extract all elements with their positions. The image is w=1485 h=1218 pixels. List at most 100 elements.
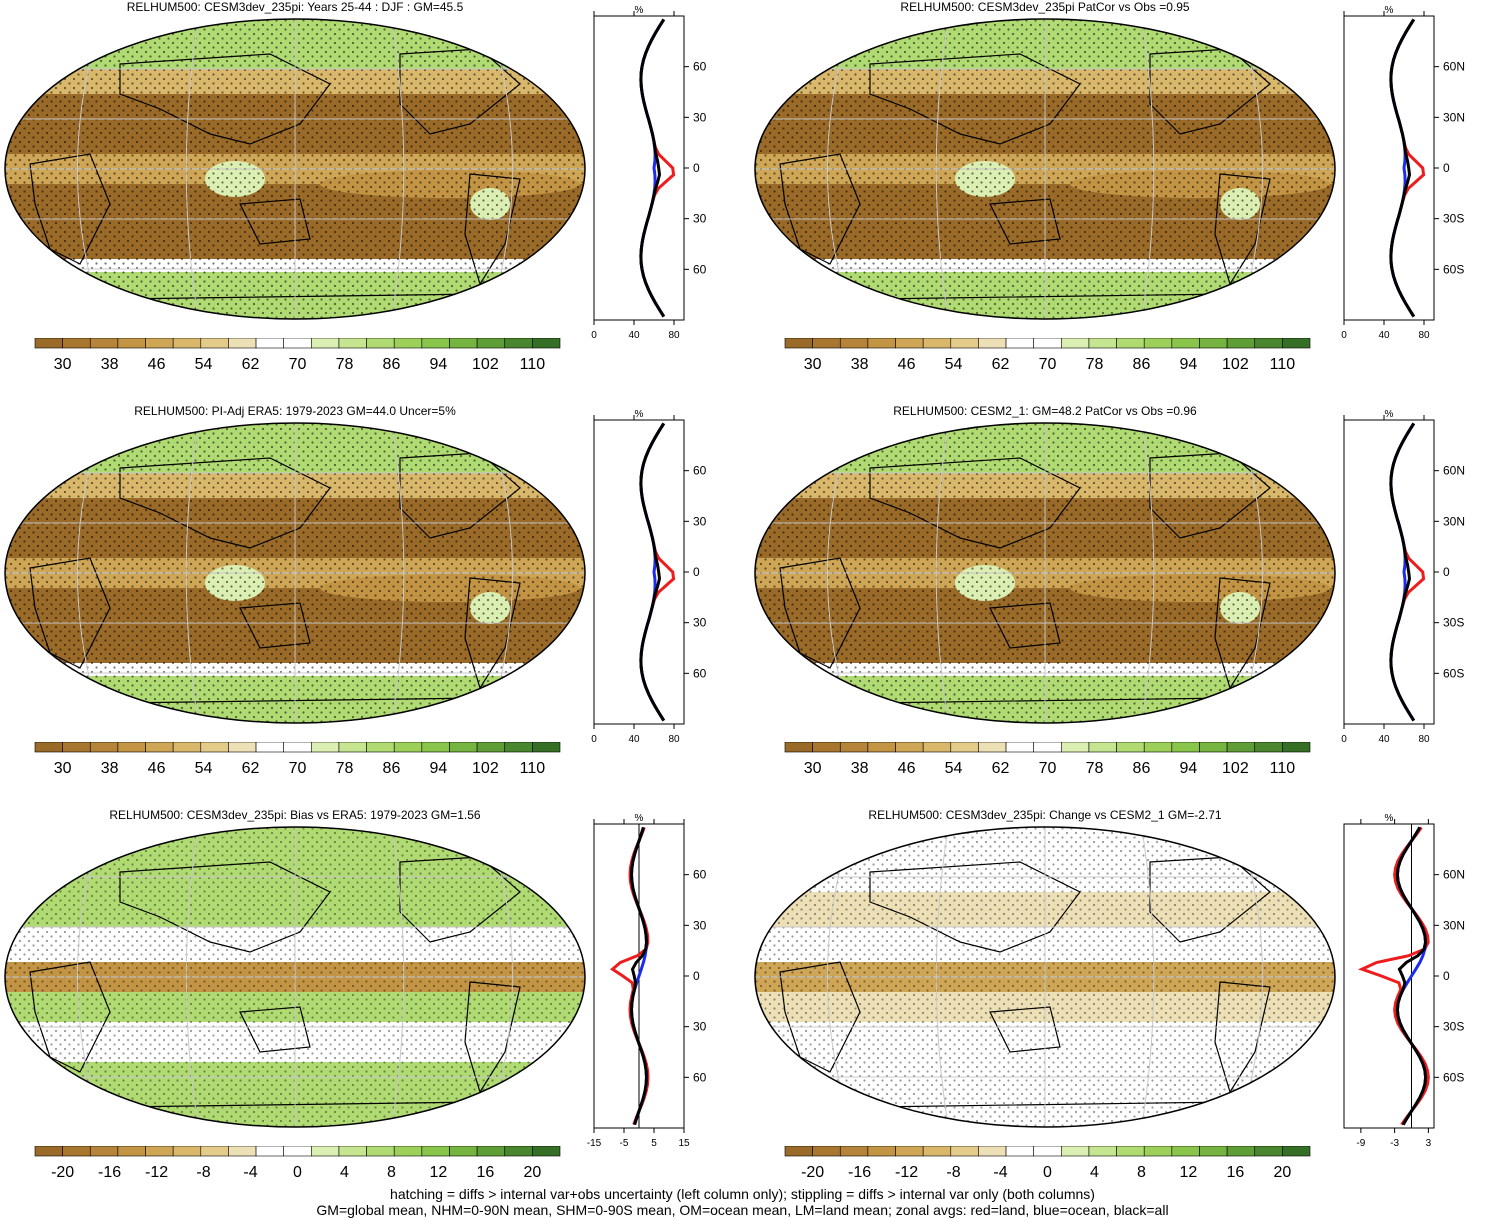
panel-title: RELHUM500: CESM3dev_235pi: Years 25-44 :… <box>126 0 464 14</box>
colorbar-swatch <box>504 742 533 753</box>
colorbar-swatch <box>922 338 952 349</box>
colorbar-swatch <box>1171 742 1200 753</box>
colorbar-swatch <box>839 742 869 753</box>
graticule-lon <box>935 827 949 1127</box>
colorbar-label: 16 <box>1226 1164 1244 1181</box>
colorbar-label: 102 <box>472 356 499 373</box>
value-tick-label: 80 <box>1418 330 1430 341</box>
colorbar: 30 38 46 54 62 70 78 86 94 102 110 <box>784 742 1311 777</box>
colorbar-swatch <box>1033 742 1062 753</box>
colorbar-swatch <box>200 1146 229 1157</box>
map-border <box>4 422 586 724</box>
colorbar-label: 46 <box>148 356 166 373</box>
coastline <box>869 861 1081 953</box>
colorbar-label: 78 <box>336 760 354 777</box>
coastline <box>119 457 331 549</box>
colorbar-label: 12 <box>430 1164 448 1181</box>
coastline <box>1214 981 1271 1094</box>
colorbar-swatch <box>200 742 229 753</box>
colorbar-label: 12 <box>1180 1164 1198 1181</box>
colorbar-swatch <box>1088 1146 1117 1157</box>
colorbar-label: 94 <box>430 760 448 777</box>
colorbar-swatch <box>476 338 506 349</box>
coastline <box>1214 577 1271 690</box>
colorbar-label: 70 <box>1039 760 1057 777</box>
colorbar-swatch <box>1033 1146 1062 1157</box>
colorbar-label: -20 <box>801 1164 824 1181</box>
graticule-lon <box>1141 827 1155 1127</box>
colorbar-swatch <box>476 742 506 753</box>
colorbar-swatch <box>839 338 869 349</box>
colorbar-swatch <box>812 742 841 753</box>
colorbar-swatch <box>504 338 533 349</box>
colorbar-swatch <box>366 742 395 753</box>
colorbar: 30 38 46 54 62 70 78 86 94 102 110 <box>34 338 561 373</box>
colorbar-label: 78 <box>336 356 354 373</box>
colorbar-label: 86 <box>383 760 401 777</box>
lat-tick-label: 60S <box>1443 1070 1464 1084</box>
value-tick-label: 3 <box>1426 1138 1432 1149</box>
value-tick-label: 0 <box>591 734 597 745</box>
coastline <box>29 153 111 265</box>
colorbar-label: -20 <box>51 1164 74 1181</box>
zonal-axis-label: % <box>635 813 644 824</box>
coastline <box>1214 173 1271 286</box>
zonal-frame <box>593 419 685 725</box>
graticule-lon <box>391 827 405 1127</box>
colorbar-swatch <box>1282 338 1311 349</box>
colorbar-label: -4 <box>993 1164 1007 1181</box>
zonal-all-line <box>639 422 666 722</box>
zonal-profile: % 60N 30N 0 30S 60S 0 40 80 <box>591 409 706 745</box>
lat-tick-label: 30S <box>1443 616 1464 630</box>
zonal-frame <box>1343 823 1435 1129</box>
colorbar-swatch <box>1199 1146 1228 1157</box>
zonal-all-line <box>639 18 666 318</box>
coastline <box>989 1006 1061 1053</box>
colorbar-label: 38 <box>851 760 869 777</box>
zonal-all-line <box>1395 826 1428 1126</box>
colorbar: -20 -16 -12 -8 -4 0 4 8 12 16 20 <box>784 1146 1311 1181</box>
colorbar-swatch <box>283 1146 312 1157</box>
lat-tick-label: 0 <box>1443 161 1450 175</box>
coastline <box>119 53 331 145</box>
lat-tick-label: 60N <box>693 464 706 478</box>
colorbar-swatch <box>228 1146 257 1157</box>
zonal-axis-label: % <box>635 409 644 420</box>
colorbar: 30 38 46 54 62 70 78 86 94 102 110 <box>34 742 561 777</box>
colorbar-label: 4 <box>1090 1164 1099 1181</box>
colorbar-swatch <box>532 1146 561 1157</box>
colorbar-swatch <box>255 742 284 753</box>
value-tick-label: 80 <box>668 734 680 745</box>
colorbar-label: 30 <box>804 760 822 777</box>
zonal-axis-label: % <box>1385 409 1394 420</box>
colorbar-swatch <box>1143 338 1173 349</box>
colorbar-swatch <box>1088 742 1117 753</box>
zonal-profile: % 60N 30N 0 30S 60S -15 -5 5 15 <box>587 813 706 1149</box>
colorbar-label: 54 <box>195 760 213 777</box>
lat-tick-label: 60N <box>693 868 706 882</box>
colorbar-swatch <box>1282 1146 1311 1157</box>
colorbar-swatch <box>504 1146 533 1157</box>
colorbar-swatch <box>34 742 63 753</box>
colorbar-label: 94 <box>1180 356 1198 373</box>
lat-tick-label: 30S <box>1443 1020 1464 1034</box>
colorbar-swatch <box>421 1146 450 1157</box>
colorbar-swatch <box>172 1146 202 1157</box>
coastline <box>29 961 111 1073</box>
colorbar-label: -12 <box>895 1164 918 1181</box>
colorbar-label: 54 <box>945 760 963 777</box>
colorbar-swatch <box>812 338 841 349</box>
coastline <box>239 1006 311 1053</box>
map-border <box>754 18 1336 320</box>
colorbar-label: 62 <box>992 356 1010 373</box>
coastline <box>464 577 521 690</box>
colorbar-label: 54 <box>195 356 213 373</box>
value-tick-label: -5 <box>620 1138 629 1149</box>
colorbar-label: 30 <box>54 760 72 777</box>
colorbar-swatch <box>1033 338 1062 349</box>
colorbar-swatch <box>867 742 896 753</box>
colorbar-swatch <box>228 742 257 753</box>
graticule-lon <box>1141 19 1155 319</box>
coastline <box>29 557 111 669</box>
colorbar-label: 62 <box>242 356 260 373</box>
